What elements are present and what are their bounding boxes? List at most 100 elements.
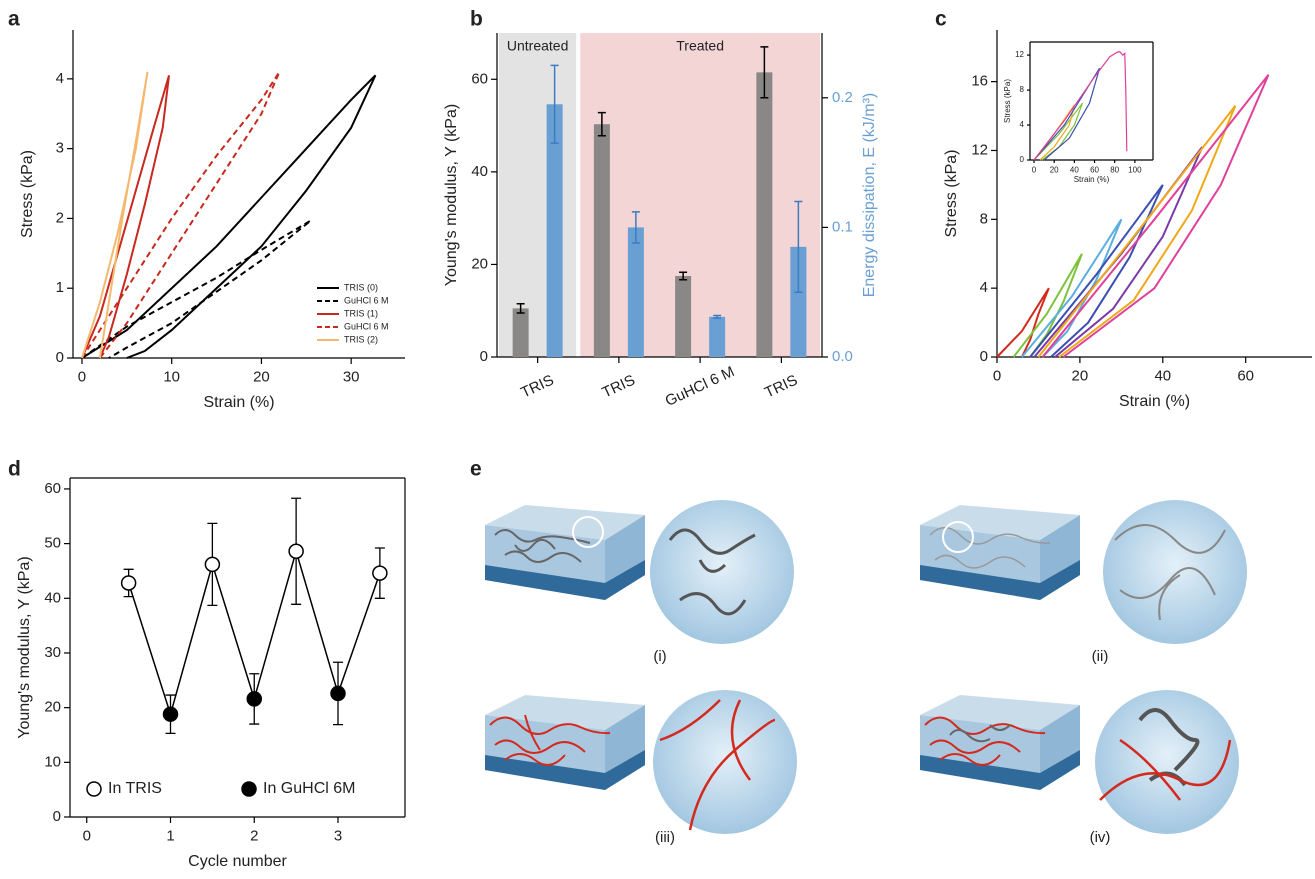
y-tick-label: 50 xyxy=(44,535,61,552)
x-tick-label: 20 xyxy=(1050,165,1059,174)
crosslink xyxy=(489,714,611,766)
series-line xyxy=(1041,74,1270,358)
x-axis-label: Strain (%) xyxy=(203,394,274,411)
gel-block xyxy=(485,505,645,600)
data-point xyxy=(288,543,304,560)
y-tick-label: 3 xyxy=(56,140,64,157)
series-line xyxy=(1033,50,1128,161)
data-point xyxy=(330,685,346,702)
x-tick-label: 0 xyxy=(993,367,1001,384)
x-axis-label: Cycle number xyxy=(188,853,287,870)
y-tick-label: 10 xyxy=(44,753,61,770)
error-bar xyxy=(760,46,769,99)
block-base xyxy=(920,750,1080,790)
error-bar xyxy=(597,111,606,137)
y2-tick-label: 0.0 xyxy=(832,348,853,365)
region xyxy=(499,33,577,357)
zoom-lens xyxy=(650,500,794,644)
gel-block xyxy=(920,695,1080,790)
region xyxy=(580,33,820,357)
series-line xyxy=(1037,105,1237,358)
y2-tick-label: 0.2 xyxy=(832,89,853,106)
legend-label: GuHCl 6 M xyxy=(344,321,389,331)
x-tick-label: 100 xyxy=(1128,165,1142,174)
legend-label: GuHCl 6 M xyxy=(344,295,389,305)
panel-label: e xyxy=(470,458,482,481)
y-axis-label: Stress (kPa) xyxy=(19,150,36,238)
block-base xyxy=(485,750,645,790)
zoom-ring xyxy=(572,516,604,548)
bar xyxy=(627,227,644,357)
series-line xyxy=(81,75,171,359)
bar xyxy=(709,316,726,357)
legend-label: TRIS (1) xyxy=(344,308,378,318)
error-bar xyxy=(631,211,640,244)
y2-tick-label: 0.1 xyxy=(832,218,853,235)
y-tick-label: 60 xyxy=(471,70,488,87)
y-tick-label: 1 xyxy=(56,279,64,296)
zoom-lens xyxy=(1103,500,1247,644)
y-tick-label: 0 xyxy=(53,808,61,825)
y-tick-label: 20 xyxy=(44,699,61,716)
y2-axis-label: Energy dissipation, E (kJ/m³) xyxy=(861,93,878,298)
bar xyxy=(756,72,773,357)
x-tick-label: 40 xyxy=(1070,165,1079,174)
y-axis-label: Young's modulus, Y (kPa) xyxy=(443,104,460,286)
y-tick-label: 40 xyxy=(471,163,488,180)
x-tick-label: 10 xyxy=(163,368,180,385)
block-top xyxy=(485,695,645,730)
series-line xyxy=(81,71,281,359)
x-tick-label: 0 xyxy=(83,827,91,844)
legend-label: TRIS (2) xyxy=(344,334,378,344)
x-tick-label: 80 xyxy=(1110,165,1119,174)
data-point xyxy=(246,691,262,707)
y-tick-label: 8 xyxy=(1020,85,1025,94)
error-bar xyxy=(794,200,803,293)
x-tick-label: TRIS xyxy=(600,372,638,402)
y-tick-label: 2 xyxy=(56,209,64,226)
x-tick-label: 30 xyxy=(343,368,360,385)
y-tick-label: 4 xyxy=(1020,120,1025,129)
legend-label: TRIS (0) xyxy=(344,282,378,292)
y-tick-label: 0 xyxy=(480,348,488,365)
data-point xyxy=(120,575,137,591)
block-top xyxy=(920,695,1080,730)
block-top xyxy=(485,505,645,540)
crosslink xyxy=(1099,738,1232,801)
y-tick-label: 30 xyxy=(44,644,61,661)
data-point xyxy=(162,706,179,722)
schematic-label: (ii) xyxy=(1092,648,1109,665)
protein xyxy=(494,529,591,563)
y-tick-label: 0 xyxy=(1020,155,1025,164)
y-axis-label: Stress (kPa) xyxy=(1003,79,1012,123)
x-axis-label: Strain (%) xyxy=(1074,175,1110,184)
y-tick-label: 0 xyxy=(56,349,64,366)
x-tick-label: 3 xyxy=(334,827,342,844)
protein xyxy=(949,724,1011,743)
series-line xyxy=(1021,218,1123,358)
x-axis-label: Strain (%) xyxy=(1119,393,1190,410)
error-bar xyxy=(516,303,525,314)
y-tick-label: 0 xyxy=(980,348,988,365)
panel-label: c xyxy=(935,8,947,31)
zoom-ring xyxy=(942,521,974,553)
legend-marker xyxy=(86,781,102,797)
schematic-label: (iv) xyxy=(1090,829,1111,846)
schematic-label: (i) xyxy=(653,648,666,665)
block-top xyxy=(920,505,1080,540)
bar xyxy=(546,104,563,357)
y-axis-label: Stress (kPa) xyxy=(943,149,960,237)
series-line xyxy=(996,287,1050,358)
crosslink xyxy=(924,716,1046,766)
illustration: (i) (ii) (iii) xyxy=(485,500,1247,846)
schematic-label: (iii) xyxy=(655,829,675,846)
block-base xyxy=(920,560,1080,600)
legend-label: In GuHCl 6M xyxy=(263,780,355,797)
block-base xyxy=(485,560,645,600)
y-tick-label: 4 xyxy=(56,70,64,87)
region-label: Untreated xyxy=(507,38,568,54)
x-tick-label: 60 xyxy=(1090,165,1099,174)
x-tick-label: 0 xyxy=(1032,165,1037,174)
y-tick-label: 12 xyxy=(1015,50,1024,59)
